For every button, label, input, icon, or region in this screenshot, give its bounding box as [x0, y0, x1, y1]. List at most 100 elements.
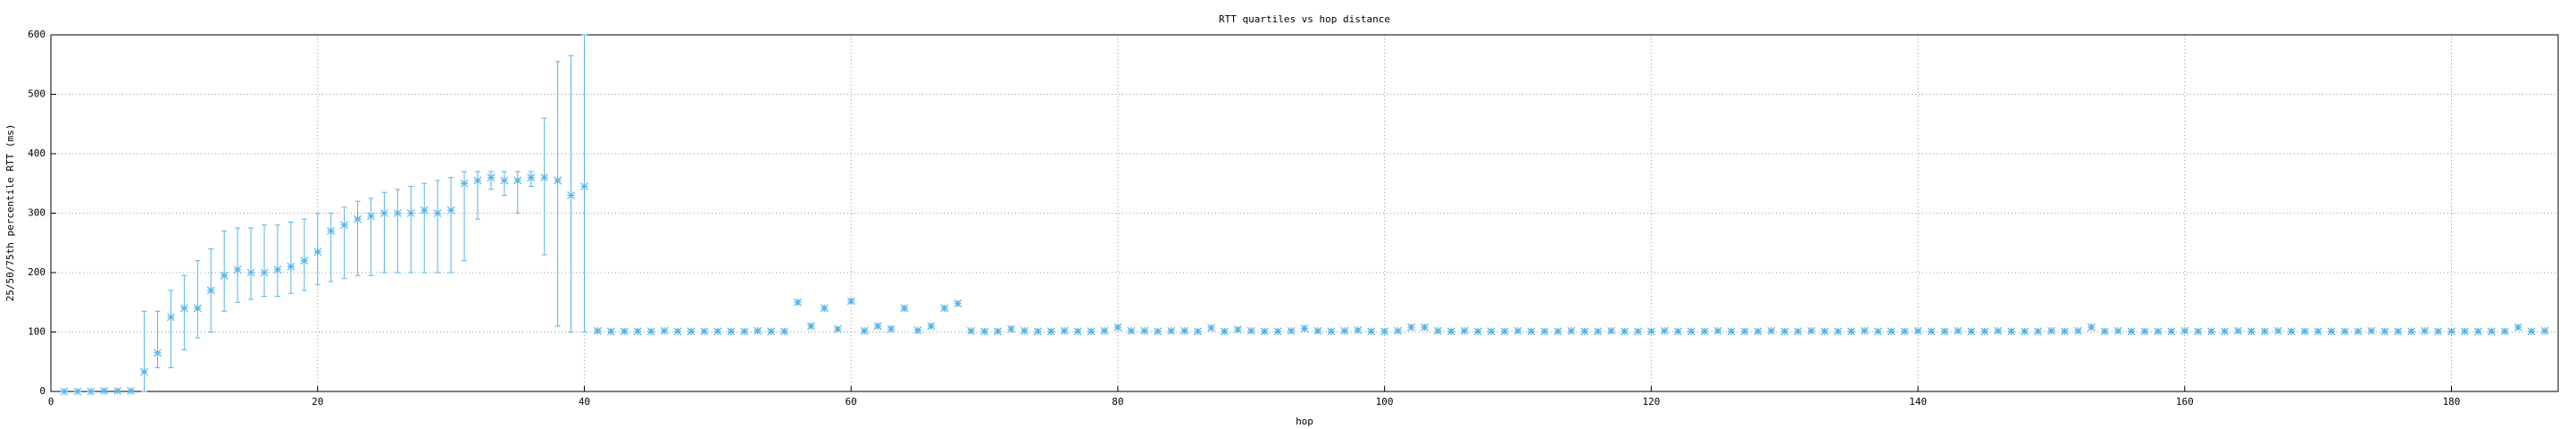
- median-point: [500, 176, 509, 185]
- median-point: [780, 327, 788, 336]
- median-point: [633, 327, 642, 336]
- median-point: [1994, 326, 2003, 335]
- median-point: [1727, 327, 1736, 336]
- y-tick-label: 600: [28, 29, 46, 40]
- median-point: [1807, 326, 1815, 335]
- median-point: [2273, 326, 2282, 335]
- median-point: [2513, 323, 2522, 332]
- median-point: [2313, 327, 2322, 336]
- x-tick-label: 120: [1642, 396, 1660, 408]
- median-point: [327, 227, 336, 235]
- median-point: [2247, 327, 2255, 336]
- median-point: [954, 299, 963, 308]
- median-point: [2207, 327, 2216, 336]
- median-point: [2073, 326, 2082, 335]
- median-point: [2154, 327, 2163, 336]
- median-point: [1273, 327, 1282, 336]
- median-point: [527, 173, 536, 182]
- median-point: [2527, 327, 2536, 336]
- median-point: [2434, 327, 2442, 336]
- median-point: [1220, 327, 1229, 336]
- median-point: [1246, 326, 1255, 335]
- x-tick-label: 80: [1112, 396, 1123, 408]
- median-point: [273, 265, 282, 274]
- median-point: [60, 387, 69, 396]
- median-point: [367, 212, 375, 221]
- median-point: [1127, 326, 1136, 335]
- median-point: [1594, 327, 1603, 336]
- median-point: [73, 387, 82, 396]
- median-point: [167, 313, 175, 322]
- median-point: [2340, 327, 2349, 336]
- median-point: [660, 326, 669, 335]
- median-point: [2380, 327, 2389, 336]
- median-point: [2354, 327, 2363, 336]
- median-point: [1527, 327, 1536, 336]
- median-point: [154, 349, 162, 358]
- median-point: [1073, 327, 1082, 336]
- x-tick-label: 60: [846, 396, 857, 408]
- median-point: [2021, 327, 2029, 336]
- median-point: [433, 209, 442, 217]
- median-point: [860, 326, 869, 335]
- y-axis-label: 25/50/75th percentile RTT (ms): [4, 124, 16, 302]
- median-point: [2540, 326, 2549, 335]
- median-point: [406, 209, 415, 217]
- median-point: [646, 327, 655, 336]
- median-point: [1460, 326, 1469, 335]
- x-tick-label: 40: [579, 396, 590, 408]
- median-point: [1754, 327, 1763, 336]
- median-point: [2180, 326, 2189, 335]
- median-point: [2447, 327, 2455, 336]
- median-point: [927, 322, 936, 331]
- x-tick-label: 140: [1909, 396, 1927, 408]
- median-point: [887, 324, 896, 333]
- median-point: [87, 387, 96, 396]
- median-point: [846, 297, 855, 306]
- median-point: [2087, 323, 2096, 332]
- median-point: [100, 386, 109, 395]
- median-point: [1967, 327, 1976, 336]
- median-point: [1394, 326, 1402, 335]
- median-point: [833, 324, 842, 333]
- median-point: [1487, 327, 1496, 336]
- median-point: [2047, 326, 2055, 335]
- median-point: [1087, 327, 1096, 336]
- median-point: [1700, 327, 1709, 336]
- median-point: [2060, 327, 2069, 336]
- median-point: [1780, 327, 1789, 336]
- median-point: [1300, 324, 1309, 332]
- median-point: [767, 327, 775, 336]
- median-point: [1100, 326, 1109, 335]
- median-point: [1913, 326, 1922, 335]
- median-point: [820, 304, 829, 313]
- median-point: [1313, 326, 1322, 335]
- median-point: [1340, 326, 1349, 335]
- median-point: [1380, 327, 1389, 336]
- median-point: [393, 209, 402, 217]
- median-point: [313, 248, 322, 257]
- median-point: [2407, 327, 2416, 336]
- median-point: [2194, 327, 2203, 336]
- median-point: [2461, 327, 2469, 336]
- median-point: [2487, 327, 2496, 336]
- median-point: [620, 327, 629, 336]
- median-point: [2034, 327, 2042, 336]
- median-point: [2287, 327, 2296, 336]
- median-point: [1500, 327, 1509, 336]
- median-point: [1113, 323, 1122, 332]
- median-point: [246, 268, 255, 277]
- median-point: [554, 176, 562, 185]
- median-point: [287, 262, 296, 271]
- median-point: [220, 271, 229, 280]
- median-point: [2394, 327, 2403, 336]
- median-point: [1834, 327, 1842, 336]
- median-point: [1446, 327, 1455, 336]
- y-tick-label: 500: [28, 88, 46, 100]
- median-point: [1354, 326, 1363, 334]
- chart-title: RTT quartiles vs hop distance: [1219, 13, 1390, 25]
- median-point: [233, 265, 242, 274]
- x-axis-label: hop: [1296, 416, 1313, 427]
- median-point: [1260, 327, 1269, 336]
